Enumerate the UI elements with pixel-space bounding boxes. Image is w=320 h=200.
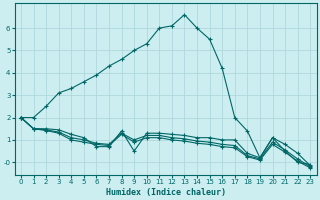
X-axis label: Humidex (Indice chaleur): Humidex (Indice chaleur)	[106, 188, 226, 197]
